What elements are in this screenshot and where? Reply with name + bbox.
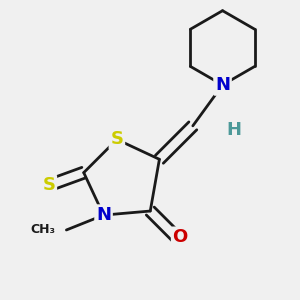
Text: CH₃: CH₃ [30, 224, 55, 236]
Text: N: N [215, 76, 230, 94]
Text: S: S [42, 176, 55, 194]
Text: O: O [172, 228, 188, 246]
Text: S: S [110, 130, 123, 148]
Text: H: H [226, 121, 241, 139]
Text: N: N [96, 206, 111, 224]
